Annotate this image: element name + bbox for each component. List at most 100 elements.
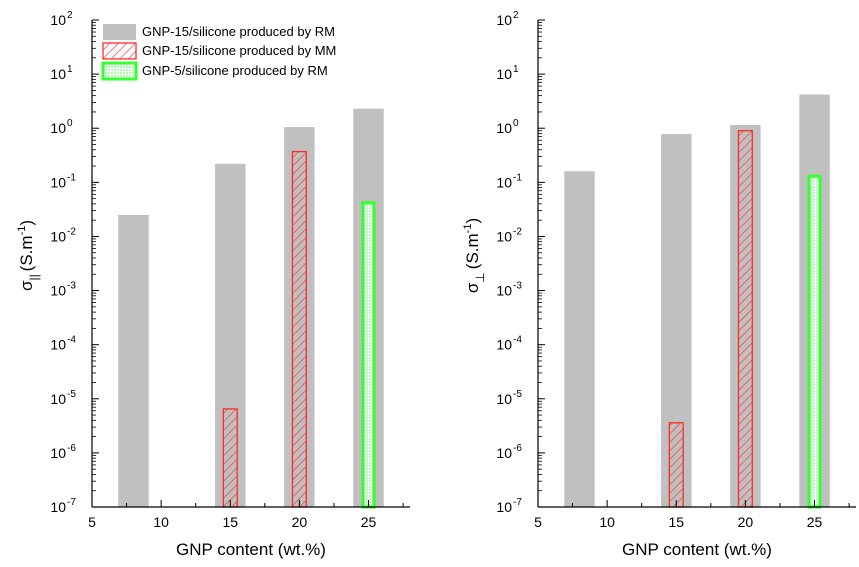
y-tick-base: 10 [50,283,66,299]
y-title-symbol: σ [463,282,482,293]
bar-mm-20 [737,130,753,508]
y-tick-label: 10 [496,283,512,299]
x-tick-label: 5 [88,514,96,530]
y-tick-base: 10 [50,391,66,407]
y-title-unit: (S.m [463,233,482,269]
y-tick-label: 10 [50,337,66,353]
x-tick-label: 25 [361,514,377,530]
y-axis-title: σ|| (S.m-1) [16,220,41,291]
y-tick-exponent: -7 [513,497,522,508]
y-tick-label: 10 [50,499,66,515]
y-tick-exponent: -4 [513,335,522,346]
y-tick-exponent: 0 [67,118,73,129]
y-tick-base: 10 [496,66,512,82]
y-title-close: ) [17,220,36,226]
bar-mm-15 [222,408,238,508]
x-axis-title: GNP content (wt.%) [622,540,772,559]
bar-rm-8 [564,171,595,508]
y-tick-exponent: 1 [67,64,73,75]
y-tick-base: 10 [496,12,512,28]
y-tick-label: 10 [496,66,512,82]
y-tick-label: 10 [50,391,66,407]
y-tick-base: 10 [50,228,66,244]
y-title-exponent: -1 [16,226,28,236]
y-tick-label: 10 [496,174,512,190]
y-tick-base: 10 [496,283,512,299]
y-tick-exponent: -6 [513,443,522,454]
y-tick-base: 10 [496,120,512,136]
x-tick-label: 15 [222,514,238,530]
y-tick-base: 10 [50,337,66,353]
legend-label: GNP-15/silicone produced by RM [142,24,335,39]
y-tick-base: 10 [50,12,66,28]
legend-swatch-mm [102,42,137,60]
y-title-symbol: σ [17,280,36,291]
y-tick-label: 10 [50,12,66,28]
x-tick-label: 25 [807,514,823,530]
x-tick-label: 10 [599,514,615,530]
y-tick-base: 10 [496,499,512,515]
y-tick-exponent: -5 [513,389,522,400]
legend-label: GNP-5/silicone produced by RM [142,63,328,78]
y-tick-label: 10 [496,12,512,28]
y-tick-base: 10 [50,445,66,461]
y-tick-label: 10 [496,445,512,461]
y-tick-exponent: -3 [513,281,522,292]
bar-gnp5-25 [807,174,822,509]
y-tick-exponent: -1 [67,172,76,183]
y-tick-label: 10 [496,120,512,136]
y-tick-label: 10 [50,445,66,461]
y-tick-exponent: 2 [513,10,519,21]
y-tick-base: 10 [50,499,66,515]
y-title-subscript: ⊥ [473,272,487,282]
x-axis-title: GNP content (wt.%) [176,540,326,559]
legend-label: GNP-15/silicone produced by MM [142,43,336,58]
y-tick-label: 10 [50,66,66,82]
bar-gnp5-25 [361,201,376,509]
y-tick-label: 10 [496,499,512,515]
y-tick-exponent: -2 [67,226,76,237]
legend-swatch-rm [103,24,136,40]
y-title-exponent: -1 [462,224,474,234]
x-tick-label: 20 [292,514,308,530]
y-tick-exponent: 2 [67,10,73,21]
y-tick-exponent: -6 [67,443,76,454]
y-tick-label: 10 [496,337,512,353]
bar-mm-15 [668,422,684,508]
legend: GNP-15/silicone produced by RM GNP-15/sil… [101,24,336,81]
y-tick-label: 10 [496,391,512,407]
y-tick-label: 10 [50,283,66,299]
y-tick-exponent: -2 [513,226,522,237]
y-tick-label: 10 [50,174,66,190]
y-tick-exponent: -1 [513,172,522,183]
x-tick-label: 20 [738,514,754,530]
y-title-unit: (S.m [17,235,36,271]
y-tick-base: 10 [496,391,512,407]
y-title-close: ) [463,218,482,224]
y-tick-label: 10 [50,120,66,136]
y-tick-base: 10 [50,174,66,190]
y-tick-base: 10 [50,120,66,136]
y-tick-exponent: 1 [513,64,519,75]
y-tick-exponent: 0 [513,118,519,129]
y-tick-exponent: -5 [67,389,76,400]
y-tick-base: 10 [496,337,512,353]
y-tick-base: 10 [496,445,512,461]
bar-mm-20 [291,150,307,508]
y-tick-base: 10 [496,174,512,190]
y-title-subscript: || [27,274,41,280]
y-tick-label: 10 [50,228,66,244]
y-tick-base: 10 [50,66,66,82]
y-tick-base: 10 [496,228,512,244]
y-tick-exponent: -3 [67,281,76,292]
x-tick-label: 15 [668,514,684,530]
y-axis-title: σ⊥ (S.m-1) [462,218,487,293]
x-tick-label: 5 [534,514,542,530]
y-tick-exponent: -4 [67,335,76,346]
legend-swatch-gnp5 [101,61,138,81]
bar-rm-8 [118,214,149,507]
y-tick-label: 10 [496,228,512,244]
